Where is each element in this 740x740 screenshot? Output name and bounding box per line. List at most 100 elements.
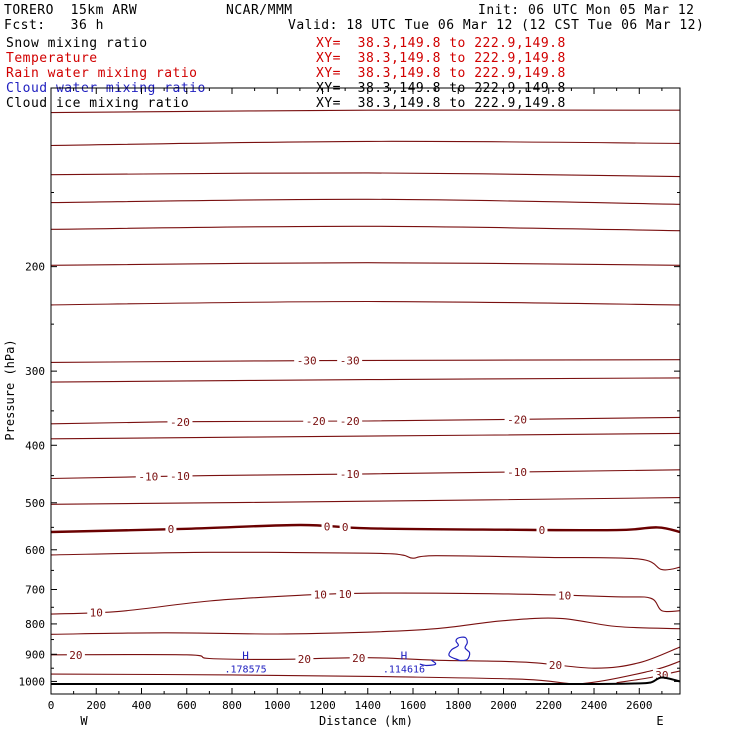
isotherm--20: [51, 416, 680, 425]
x-tick-label: 2400: [581, 699, 608, 712]
x-tick-label: 1200: [309, 699, 336, 712]
isotherm--65: [51, 109, 680, 114]
x-tick-label: 1800: [445, 699, 472, 712]
isotherm-label: 0: [539, 524, 546, 537]
y-tick-label: 900: [25, 648, 45, 661]
model-title: TORERO 15km ARW: [4, 3, 138, 18]
x-tick-label: 1600: [400, 699, 427, 712]
isotherm-label-bg: [546, 658, 565, 671]
isotherm-label-bg: [135, 470, 161, 483]
legend-xy-temperature: XY= 38.3,149.8 to 222.9,149.8: [316, 51, 566, 66]
isotherm-label-bg: [349, 651, 368, 664]
isotherm-5: [51, 551, 680, 571]
east-label: E: [656, 714, 663, 728]
isotherm-label-bg: [504, 413, 530, 426]
isotherm-label: 10: [558, 589, 571, 602]
init-time: Init: 06 UTC Mon 05 Mar 12: [478, 3, 695, 18]
isotherm-15: [51, 617, 680, 635]
isotherm-label-bg: [321, 520, 333, 533]
isotherm-label: -10: [507, 466, 527, 479]
x-tick-label: 600: [177, 699, 197, 712]
isotherm--10: [51, 469, 680, 480]
isotherm-label-bg: [311, 588, 330, 601]
isotherm--35: [51, 300, 680, 306]
isotherm-label: -10: [170, 470, 190, 483]
x-tick-label: 2600: [626, 699, 653, 712]
isotherm-25: [51, 660, 680, 685]
legend-label-cloud-water: Cloud water mixing ratio: [6, 81, 206, 96]
isotherm-label-bg: [66, 648, 85, 661]
isotherm-label: 20: [352, 652, 365, 665]
isotherm-label-bg: [167, 415, 193, 428]
ground-line: [51, 676, 680, 686]
isotherm--25: [51, 377, 680, 383]
y-tick-label: 500: [25, 497, 45, 510]
isotherm-label-bg: [504, 465, 530, 478]
cloud-max-symbol: H: [242, 650, 249, 663]
isotherm-label: 0: [168, 523, 175, 536]
x-tick-label: 1400: [355, 699, 382, 712]
isotherm-label: 0: [342, 521, 349, 534]
isotherm-label-bg: [337, 354, 363, 367]
isotherm--40: [51, 262, 680, 266]
x-axis-label: Distance (km): [319, 714, 413, 728]
isotherm--60: [51, 140, 680, 147]
isotherm-label-bg: [337, 468, 363, 481]
isotherm-label-bg: [336, 587, 355, 600]
plot-frame: [50, 87, 681, 695]
legend-xy-rain: XY= 38.3,149.8 to 222.9,149.8: [316, 66, 566, 81]
x-tick-label: 400: [132, 699, 152, 712]
isotherm-label: 10: [90, 606, 103, 619]
legend-label-rain: Rain water mixing ratio: [6, 66, 198, 81]
isotherm-label: 20: [298, 653, 311, 666]
legend-xy-snow: XY= 38.3,149.8 to 222.9,149.8: [316, 36, 566, 51]
isotherm-20: [51, 646, 680, 669]
y-tick-label: 400: [25, 439, 45, 452]
legend-label-snow: Snow mixing ratio: [6, 36, 148, 51]
isotherm-label: -20: [340, 415, 360, 428]
isotherm-label: 0: [324, 520, 331, 533]
isotherm-label: 20: [69, 649, 82, 662]
y-tick-label: 700: [25, 584, 45, 597]
isotherm-label-bg: [165, 523, 177, 536]
isotherm-label: 10: [339, 588, 352, 601]
west-label: W: [80, 714, 88, 728]
cloud-max-value: .178575: [225, 665, 267, 676]
isotherm-label-bg: [303, 415, 329, 428]
isotherm--55: [51, 172, 680, 178]
x-tick-label: 2200: [536, 699, 563, 712]
isotherm-label-bg: [536, 523, 548, 536]
isotherm-0: [51, 523, 680, 534]
forecast-hour: Fcst: 36 h: [4, 18, 104, 33]
x-tick-label: 2000: [490, 699, 517, 712]
y-tick-label: 300: [25, 365, 45, 378]
x-tick-label: 1000: [264, 699, 291, 712]
cloud-water-contour: [419, 659, 437, 667]
y-axis-label: Pressure (hPa): [3, 339, 17, 440]
cloud-max-value: .114616: [383, 665, 425, 676]
y-tick-label: 800: [25, 618, 45, 631]
cloud-max-symbol: H: [401, 650, 408, 663]
organization-label: NCAR/MMM: [226, 3, 293, 18]
legend-label-temperature: Temperature: [6, 51, 98, 66]
isotherm--50: [51, 198, 680, 205]
x-tick-label: 0: [48, 699, 55, 712]
isotherm-label: 20: [549, 659, 562, 672]
isotherm-label-bg: [555, 589, 574, 602]
isotherm-label: -30: [340, 355, 360, 368]
cloud-water-contour: [448, 636, 471, 662]
isotherm-10: [51, 592, 680, 615]
isotherm-label: -10: [138, 471, 158, 484]
isotherm-label-bg: [87, 606, 106, 619]
isotherm-label: -10: [340, 468, 360, 481]
isotherm-label: 10: [314, 589, 327, 602]
isotherm-label: -20: [170, 416, 190, 429]
isotherm-label: -20: [306, 415, 326, 428]
isotherm-label-bg: [294, 354, 320, 367]
isotherm-label: -20: [507, 413, 527, 426]
y-tick-label: 200: [25, 261, 45, 274]
legend-label-cloud-ice: Cloud ice mixing ratio: [6, 96, 190, 111]
isotherm--30: [51, 359, 680, 363]
y-tick-label: 1000: [19, 675, 46, 688]
